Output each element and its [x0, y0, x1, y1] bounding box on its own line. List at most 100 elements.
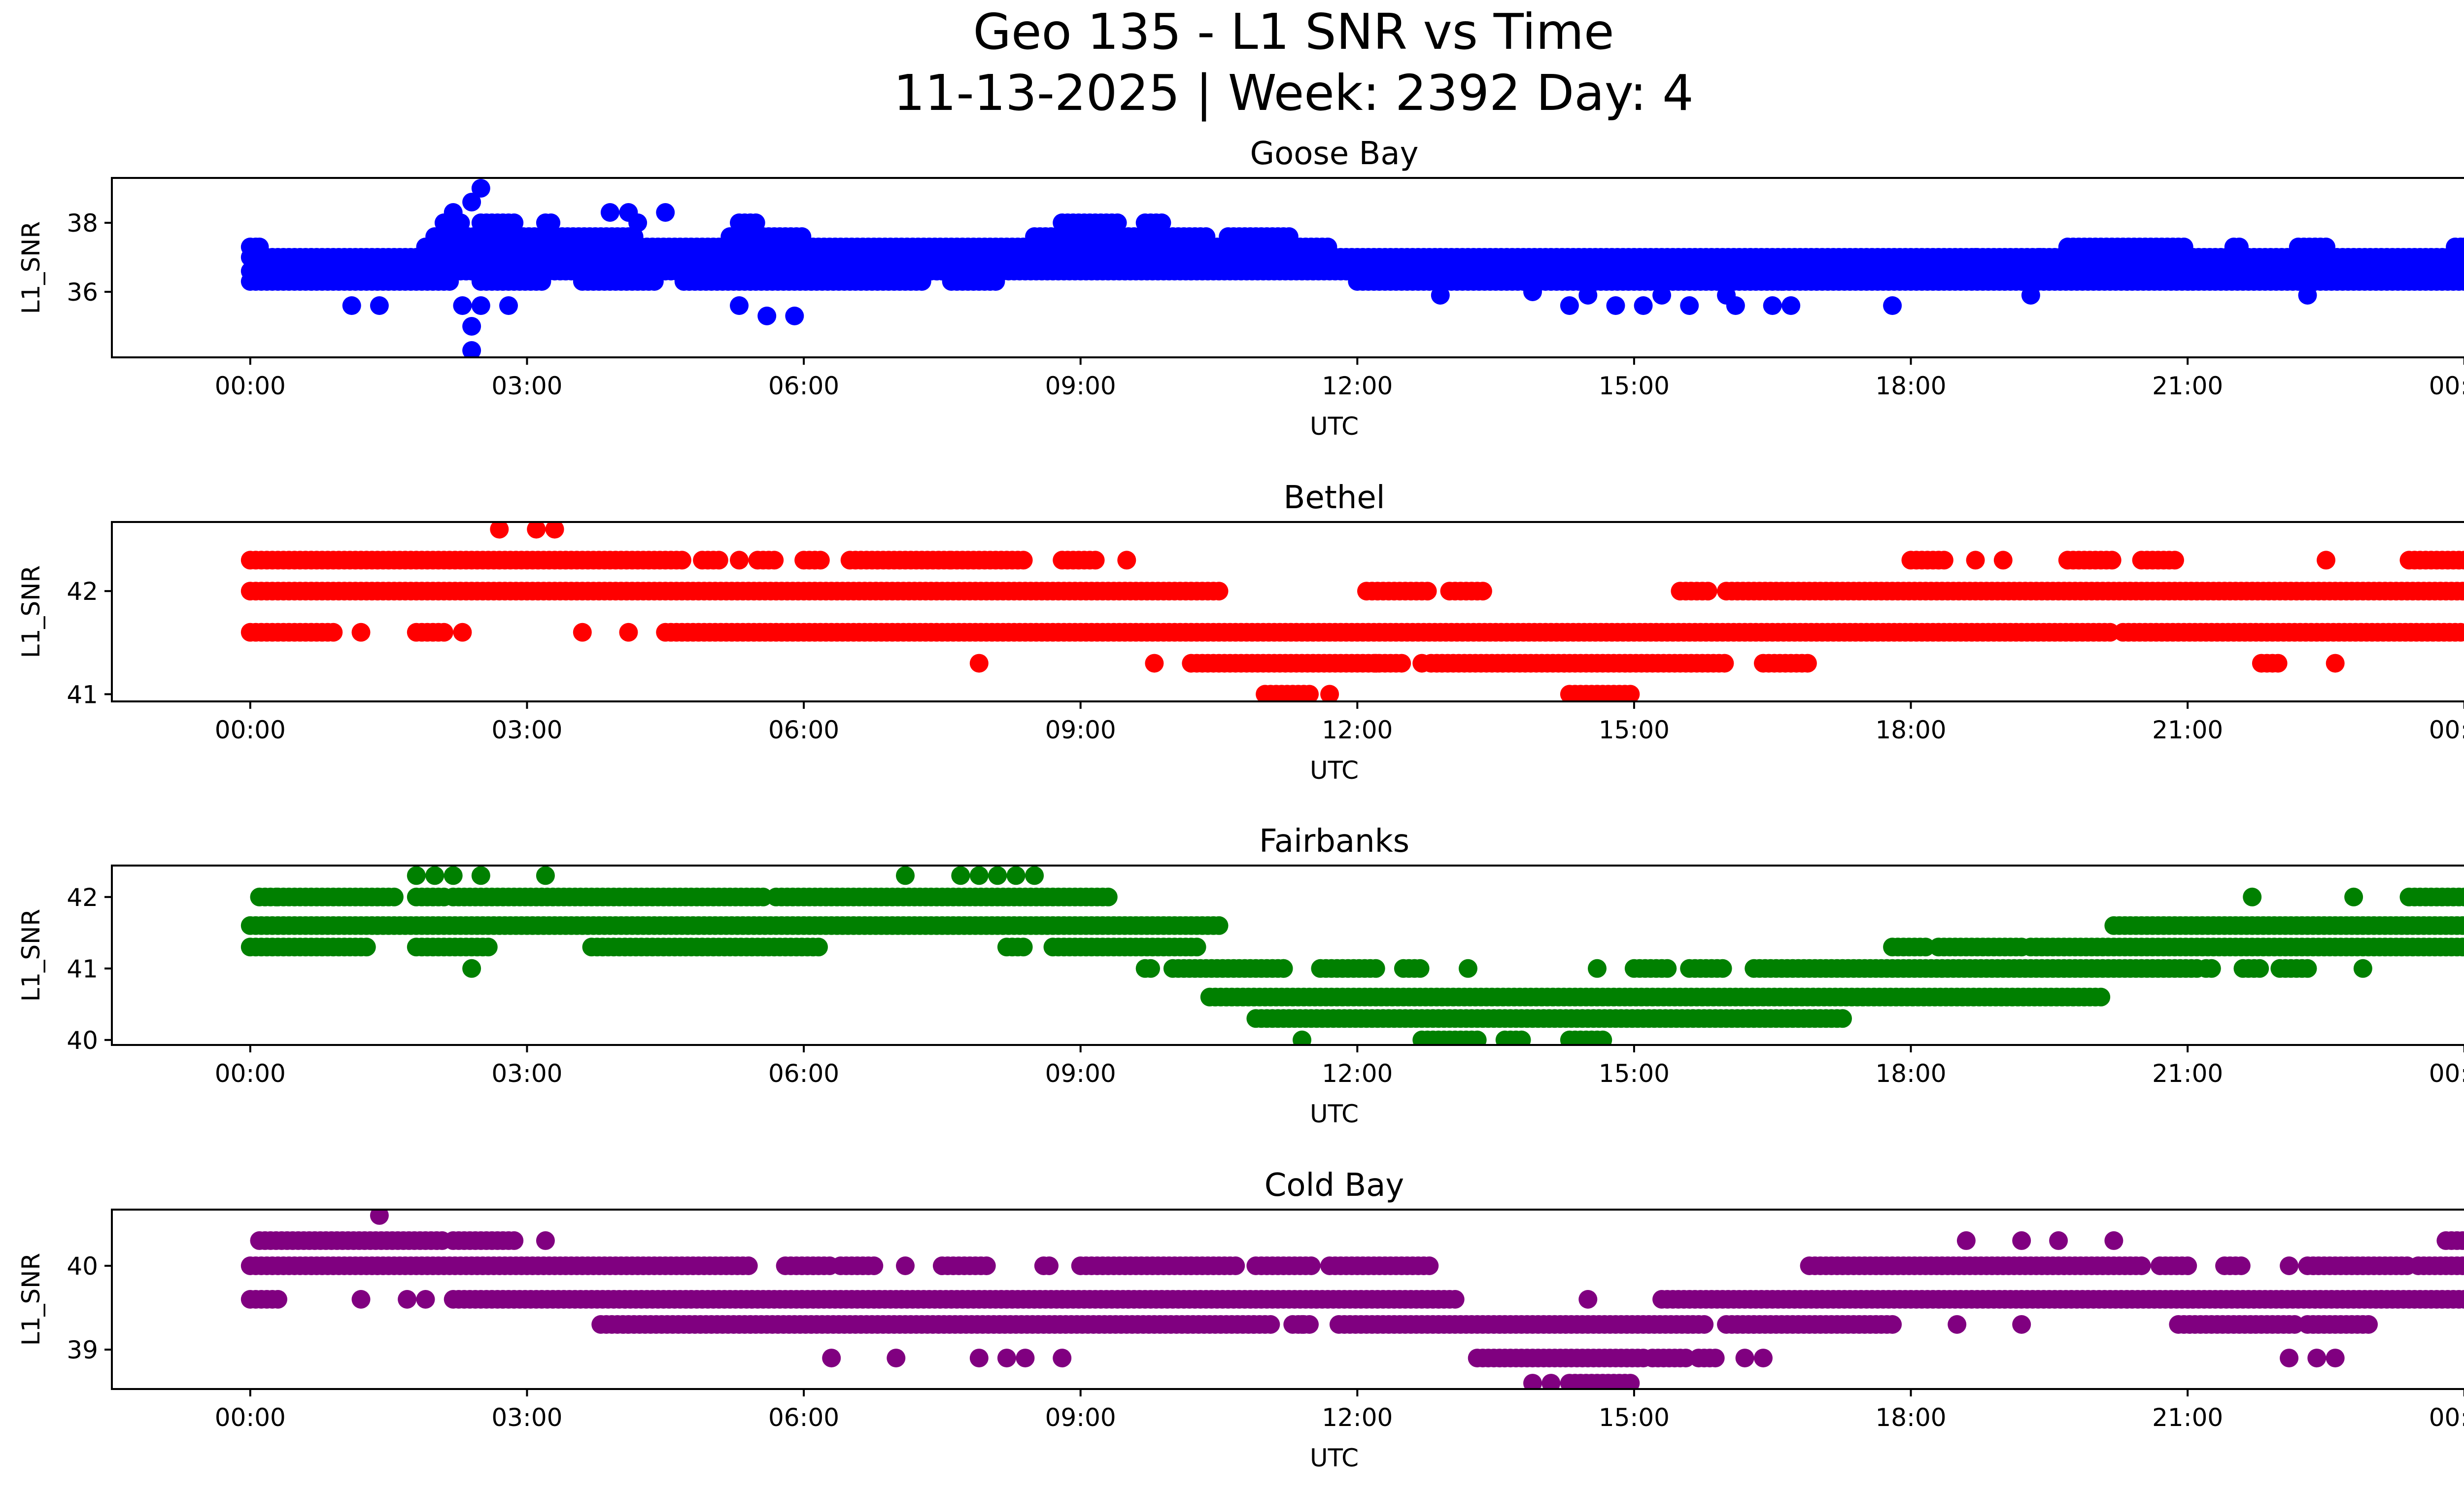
data-point [1698, 582, 1717, 601]
data-point [269, 1290, 287, 1309]
x-tick-label: 15:00 [1599, 716, 1670, 744]
x-axis-label: UTC [1310, 756, 1359, 785]
data-point [1117, 551, 1136, 570]
data-point [709, 551, 728, 570]
data-point [2049, 1231, 2068, 1250]
data-point [2165, 551, 2184, 570]
data-point [2102, 551, 2122, 570]
data-point [2250, 959, 2269, 978]
data-point [324, 623, 343, 642]
data-point [739, 1256, 758, 1275]
data-point [2132, 1256, 2151, 1275]
x-tick-label: 03:00 [491, 1403, 562, 1432]
data-point [479, 938, 498, 957]
subplot-title: Goose Bay [1250, 136, 1419, 172]
data-point [1578, 1290, 1598, 1309]
y-axis-label: L1_SNR [17, 909, 45, 1002]
data-point [1445, 1290, 1465, 1309]
data-point [462, 341, 481, 357]
data-point [351, 1290, 371, 1309]
y-axis-label: L1_SNR [17, 565, 45, 659]
data-point [2174, 238, 2193, 256]
figure-title-line2: 11-13-2025 | Week: 2392 Day: 4 [893, 64, 1693, 122]
data-point [1754, 1349, 1773, 1368]
data-point [1652, 286, 1672, 305]
data-point [462, 959, 481, 978]
data-point [2307, 1349, 2327, 1368]
data-point [2455, 887, 2464, 906]
data-point [1578, 286, 1598, 305]
data-point [2359, 1315, 2378, 1334]
data-point [1956, 1231, 1976, 1250]
data-point [1410, 959, 1430, 978]
data-point [1966, 551, 1985, 570]
data-point [1473, 582, 1492, 601]
x-tick-label: 00:00 [2429, 372, 2464, 400]
data-point [951, 866, 970, 885]
data-point [1735, 1349, 1754, 1368]
data-point [250, 238, 269, 256]
data-point [1141, 959, 1160, 978]
data-point [471, 866, 490, 885]
x-tick-label: 06:00 [768, 1059, 839, 1088]
data-point [2453, 938, 2464, 957]
data-point [1606, 296, 1625, 315]
data-point [2451, 623, 2464, 642]
data-point [1209, 916, 1229, 935]
data-point [434, 623, 453, 642]
y-tick-label: 42 [67, 883, 98, 912]
data-point [1621, 1374, 1640, 1389]
data-point [1916, 938, 1935, 957]
data-point [896, 1256, 915, 1275]
data-point [1392, 654, 1411, 673]
y-tick-label: 40 [67, 1252, 98, 1281]
data-point [896, 866, 915, 885]
data-point [1108, 213, 1127, 232]
data-point [1418, 582, 1437, 601]
data-point [2202, 959, 2221, 978]
data-point [1680, 296, 1699, 315]
data-point [1053, 1349, 1072, 1368]
x-tick-label: 03:00 [491, 716, 562, 744]
data-point [2455, 238, 2464, 256]
data-point [1025, 866, 1044, 885]
data-point [600, 203, 619, 222]
subplots: Goose Bay 00:00 03:00 06:00 09:00 12:00 15:00 1… [17, 136, 2464, 1472]
data-point [2453, 582, 2464, 601]
x-tick-label: 12:00 [1322, 372, 1393, 400]
data-point [1014, 551, 1033, 570]
x-tick-label: 00:00 [2429, 716, 2464, 744]
data-point [471, 296, 490, 315]
data-point [1593, 1030, 1612, 1045]
data-point [1676, 1349, 1695, 1368]
x-tick-label: 00:00 [2429, 1059, 2464, 1088]
data-point [453, 623, 472, 642]
subplot-title: Fairbanks [1259, 823, 1409, 860]
data-point [969, 1349, 989, 1368]
data-point [1300, 685, 1319, 701]
data-point [988, 866, 1007, 885]
data-point [619, 623, 638, 642]
x-tick-label: 00:00 [215, 372, 286, 400]
subplot-title: Bethel [1283, 480, 1385, 516]
data-point [2268, 654, 2288, 673]
x-tick-label: 21:00 [2152, 1403, 2223, 1432]
x-tick-label: 15:00 [1599, 1403, 1670, 1432]
y-axis-label: L1_SNR [17, 221, 45, 314]
y-tick-label: 42 [67, 577, 98, 606]
x-tick-label: 09:00 [1045, 372, 1116, 400]
data-point [2353, 959, 2372, 978]
data-point [2453, 916, 2464, 935]
data-point [2280, 1349, 2299, 1368]
x-tick-label: 18:00 [1876, 1403, 1947, 1432]
data-point [505, 1231, 524, 1250]
data-point [2021, 286, 2040, 305]
data-point [1621, 685, 1640, 701]
data-point [357, 938, 376, 957]
data-point [2091, 987, 2111, 1007]
data-point [2280, 1256, 2299, 1275]
x-tick-label: 12:00 [1322, 1403, 1393, 1432]
data-point [757, 307, 777, 325]
x-tick-label: 06:00 [768, 1403, 839, 1432]
data-point [1695, 1315, 1714, 1334]
